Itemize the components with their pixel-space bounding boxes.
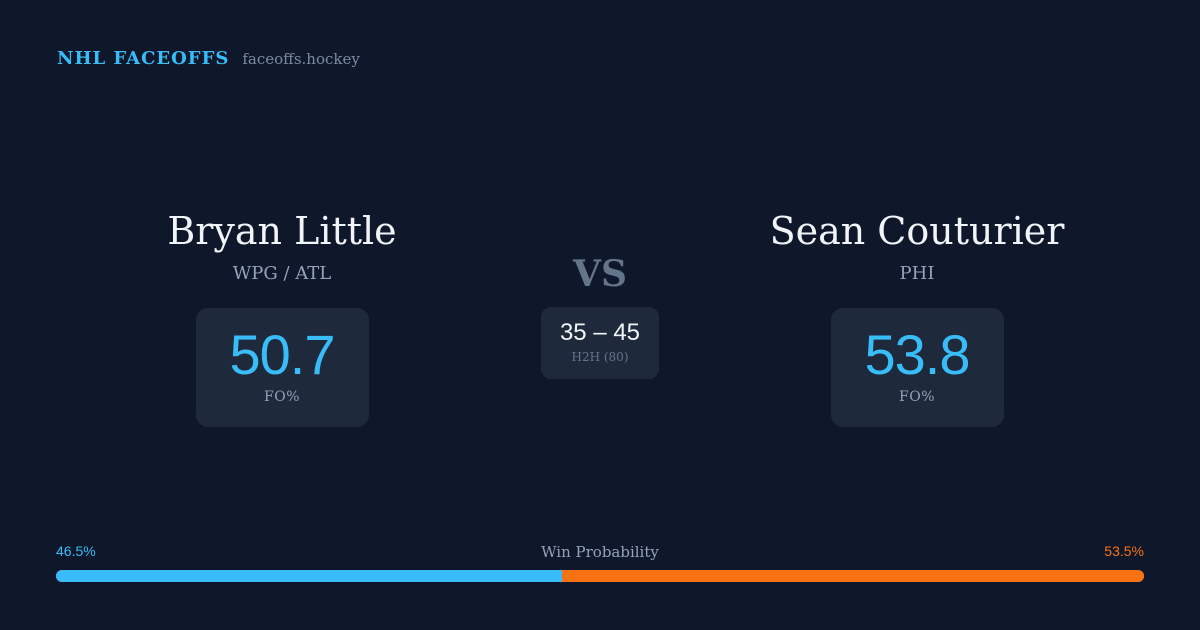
win-probability-bar-right bbox=[561, 570, 1144, 582]
right-player-panel: Sean Couturier PHI 53.8 FO% bbox=[707, 205, 1127, 427]
h2h-label: H2H (80) bbox=[571, 350, 629, 364]
right-win-probability: 53.5% bbox=[1104, 543, 1144, 559]
brand-name: NHL FACEOFFS bbox=[57, 48, 230, 69]
left-player-name: Bryan Little bbox=[167, 209, 397, 253]
left-player-panel: Bryan Little WPG / ATL 50.7 FO% bbox=[72, 205, 492, 427]
win-probability-bar bbox=[56, 570, 1144, 582]
left-player-team: WPG / ATL bbox=[232, 263, 332, 284]
versus-label: VS bbox=[573, 253, 627, 295]
brand-header: NHL FACEOFFS faceoffs.hockey bbox=[57, 48, 360, 69]
brand-domain: faceoffs.hockey bbox=[242, 50, 360, 68]
right-fo-card: 53.8 FO% bbox=[830, 308, 1004, 427]
head-to-head-card: 35 – 45 H2H (80) bbox=[541, 307, 659, 379]
right-player-name: Sean Couturier bbox=[769, 209, 1065, 253]
win-probability-labels: 46.5% Win Probability 53.5% bbox=[56, 543, 1144, 563]
left-fo-label: FO% bbox=[264, 389, 300, 405]
left-fo-card: 50.7 FO% bbox=[195, 308, 369, 427]
win-probability-title: Win Probability bbox=[541, 543, 659, 561]
left-fo-value: 50.7 bbox=[229, 323, 336, 386]
h2h-score: 35 – 45 bbox=[559, 319, 641, 346]
left-win-probability: 46.5% bbox=[56, 543, 96, 559]
right-fo-value: 53.8 bbox=[864, 323, 971, 386]
win-probability-bar-left bbox=[56, 570, 562, 582]
right-fo-label: FO% bbox=[899, 389, 935, 405]
right-player-team: PHI bbox=[899, 263, 935, 284]
